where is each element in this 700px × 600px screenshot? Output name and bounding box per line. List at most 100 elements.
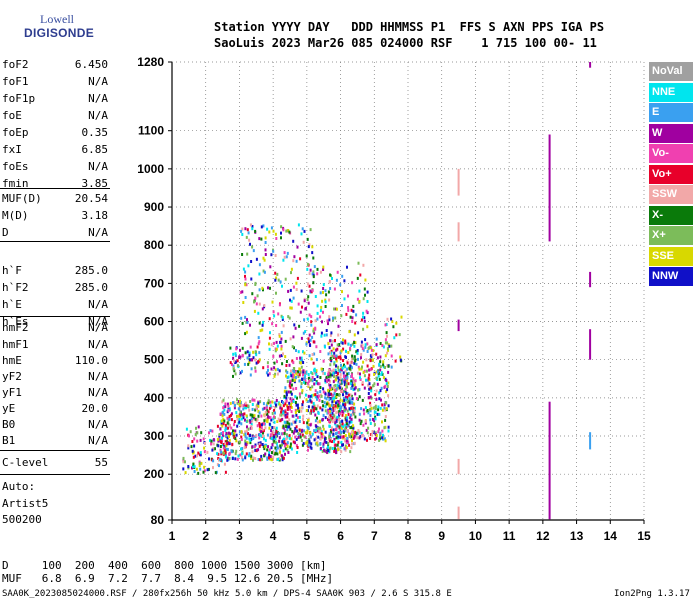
echo-point [390,365,393,369]
echo-point [330,331,333,335]
legend-item: Vo- [649,144,693,163]
param-label: yF2 [2,370,22,383]
echo-point [295,413,298,417]
echo-point [320,305,323,309]
y-tick-label: 500 [144,353,164,367]
echo-point [332,318,334,322]
echo-point [329,363,332,367]
echo-point [271,400,274,404]
echo-point [182,458,185,462]
echo-point [272,310,275,314]
echo-point [337,418,340,422]
echo-point [245,283,248,287]
echo-point [293,323,296,327]
echo-point [344,414,347,417]
echo-point [218,437,221,440]
echo-point [249,400,252,403]
echo-point [226,448,229,451]
echo-point [234,352,237,356]
echo-point [363,369,366,373]
echo-point [265,404,268,408]
echo-point [339,435,342,439]
echo-point [340,379,343,383]
echo-point [341,378,344,382]
echo-point [265,406,268,410]
echo-point [212,459,215,463]
echo-point [318,419,321,423]
echo-point [231,431,233,435]
vertical-trace [589,271,592,288]
echo-point [187,444,190,448]
echo-point [225,431,228,435]
echo-point [335,387,338,391]
echo-point [206,468,209,472]
echo-point [335,451,338,455]
echo-point [362,263,365,267]
x-tick-label: 1 [169,529,176,543]
echo-point [231,363,233,366]
echo-point [334,389,337,392]
echo-point [198,461,201,465]
echo-point [307,376,310,380]
echo-point [339,355,342,359]
echo-point [299,356,302,360]
echo-point [282,411,285,415]
echo-point [328,315,331,319]
echo-point [249,419,252,423]
echo-point [280,225,283,229]
echo-point [195,426,197,430]
echo-point [245,403,248,407]
echo-point [255,353,258,357]
vertical-trace [457,458,460,475]
echo-point [326,319,329,323]
echo-point [307,443,310,447]
echo-point [354,379,357,383]
echo-point [229,401,232,405]
echo-point [382,363,385,367]
echo-point [246,356,249,360]
param-row: foF1 N/A [2,75,108,92]
echo-point [370,389,373,393]
echo-point [266,361,269,365]
echo-point [235,433,238,437]
echo-point [341,290,343,294]
echo-point [379,437,382,441]
echo-point [347,294,349,298]
echo-point [291,378,294,382]
echo-point [264,426,267,430]
echo-point [228,457,231,460]
echo-point [241,253,244,256]
echo-point [295,425,298,429]
echo-point [276,360,278,364]
echo-point [325,440,328,444]
echo-point [334,339,336,342]
echo-point [329,351,332,354]
echo-point [274,368,277,372]
echo-point [322,413,325,417]
echo-point [217,439,220,443]
echo-point [285,229,288,233]
echo-point [393,336,396,340]
echo-point [251,227,254,231]
echo-point [294,326,297,330]
echo-point [303,351,306,355]
echo-point [335,411,338,415]
echo-point [308,284,311,288]
echo-point [269,404,272,408]
echo-point [184,471,187,475]
param-value: N/A [88,315,108,328]
echo-point [294,376,297,379]
echo-point [322,387,325,391]
echo-point [271,411,274,415]
echo-point [271,436,274,440]
echo-point [273,341,275,345]
echo-point [347,372,350,375]
echo-point [363,374,366,378]
echo-point [345,376,348,380]
echo-point [346,361,349,365]
echo-point [271,300,274,304]
echo-point [342,429,345,433]
echo-point [260,454,263,458]
echo-point [303,299,306,303]
param-value: 285.0 [74,264,108,277]
